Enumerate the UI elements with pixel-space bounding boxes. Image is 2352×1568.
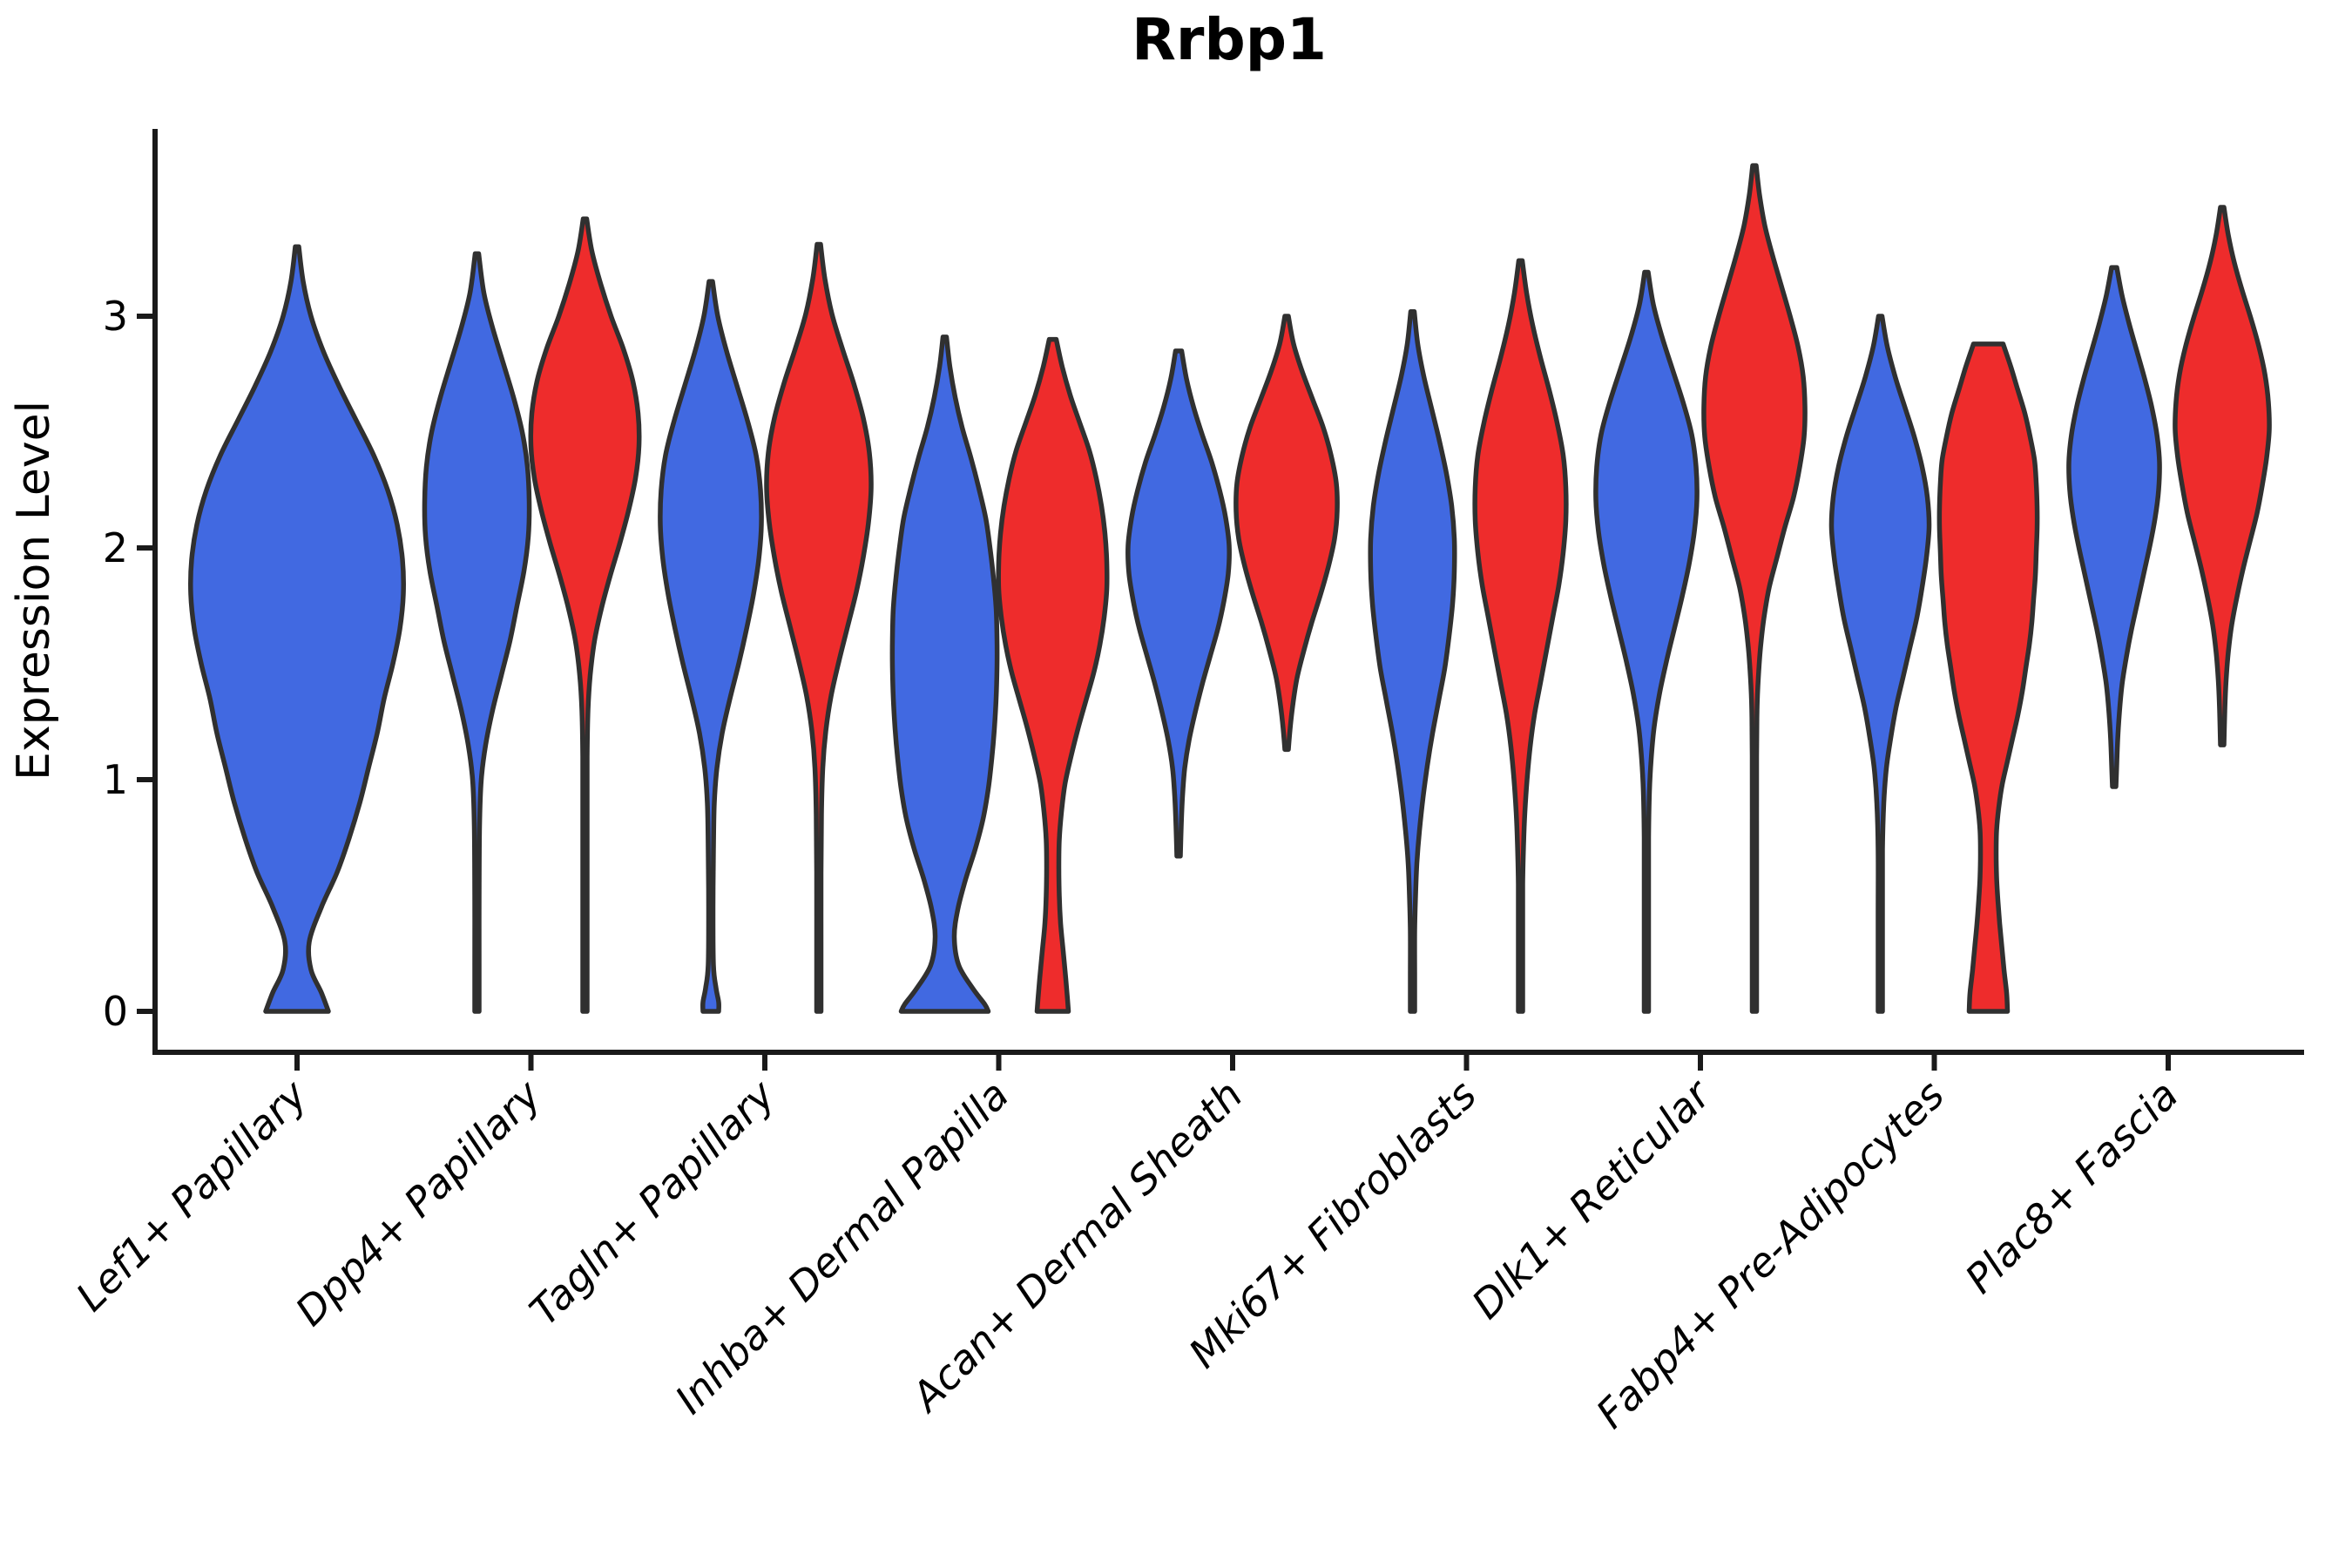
violin-group-red-acan-dermal-sheath	[1233, 314, 1340, 753]
x-tick-label: Plac8+ Fascia	[1956, 1071, 2186, 1302]
violin-group-blue-fabp4-pre-adipocytes	[1828, 314, 1932, 1014]
y-axis-label: Expression Level	[8, 401, 60, 781]
violin-group-blue-acan-dermal-sheath	[1125, 348, 1232, 859]
x-tick-label: Tagln+ Papillary	[520, 1071, 784, 1335]
chart-title: Rrbp1	[1132, 6, 1327, 73]
y-tick-label: 3	[103, 293, 128, 340]
violin-group-red-tagln-papillary	[764, 241, 874, 1014]
violin-group-red-mki67-fibroblasts	[1472, 258, 1569, 1014]
violin-group-red-dpp4-papillary	[528, 216, 642, 1014]
violin-layer	[188, 163, 2272, 1014]
violin-group-red-inhba-dermal-papilla	[996, 336, 1110, 1014]
x-tick-label: Dlk1+ Reticular	[1463, 1069, 1721, 1328]
violin-group-blue-mki67-fibroblasts	[1368, 308, 1457, 1014]
violin-group-blue-lef1-papillary	[188, 244, 406, 1014]
y-tick-label: 0	[103, 988, 128, 1035]
violin-group-blue-plac8-fascia	[2066, 265, 2162, 789]
violin-group-red-plac8-fascia	[2173, 205, 2272, 747]
violin-group-red-dlk1-reticular	[1701, 163, 1808, 1014]
violin-group-blue-dlk1-reticular	[1593, 269, 1700, 1014]
violin-group-red-fabp4-pre-adipocytes	[1936, 341, 2040, 1014]
violin-group-blue-tagln-papillary	[658, 279, 764, 1014]
violin-group-blue-dpp4-papillary	[422, 251, 532, 1014]
x-tick-label: Lef1+ Papillary	[67, 1071, 316, 1320]
violin-group-blue-inhba-dermal-papilla	[889, 335, 1000, 1014]
y-tick-label: 1	[103, 756, 128, 803]
y-tick-label: 2	[103, 524, 128, 571]
x-tick-label: Dpp4+ Papillary	[287, 1071, 551, 1335]
